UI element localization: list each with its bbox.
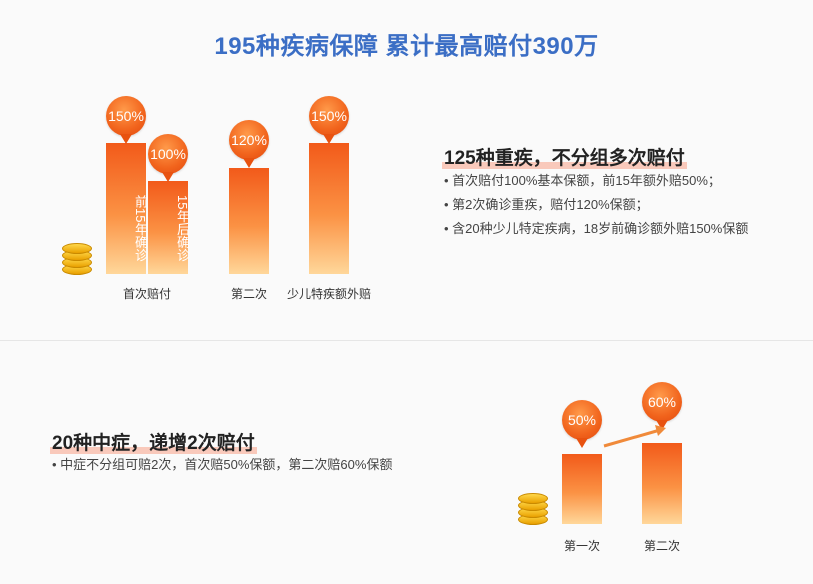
section-heading: 125种重疾，不分组多次赔付 <box>442 148 687 169</box>
percent-bubble: 60% <box>642 382 682 430</box>
bar-inner-text: 15年后确诊 <box>175 195 190 262</box>
list-item: 首次赔付100%基本保额，前15年额外赔50%； <box>444 169 748 193</box>
bullet-list: 中症不分组可赔2次，首次赔50%保额，第二次赔60%保额 <box>52 453 392 477</box>
page-title: 195种疾病保障 累计最高赔付390万 <box>214 33 599 60</box>
coin-stack-icon <box>62 240 92 275</box>
section-divider <box>0 340 813 341</box>
bar-moderate-first <box>562 454 602 524</box>
list-item: 中症不分组可赔2次，首次赔50%保额，第二次赔60%保额 <box>52 453 392 477</box>
section-heading: 20种中症，递增2次赔付 <box>50 433 257 454</box>
arrow-right-icon <box>603 425 666 448</box>
bar-label: 第一次 <box>563 539 600 553</box>
list-item: 含20种少儿特定疾病，18岁前确诊额外赔150%保额 <box>444 217 748 241</box>
bar-moderate-second <box>642 443 682 524</box>
coin-stack-icon <box>518 490 548 525</box>
list-item: 第2次确诊重疾，赔付120%保额； <box>444 193 748 217</box>
bar-first-claim-early: 前15年确诊 <box>106 143 148 274</box>
percent-bubble: 100% <box>148 134 188 182</box>
percent-bubble: 50% <box>562 400 602 448</box>
bullet-list: 首次赔付100%基本保额，前15年额外赔50%； 第2次确诊重疾，赔付120%保… <box>444 169 748 241</box>
percent-bubble: 150% <box>106 96 146 144</box>
bar-first-claim-late: 15年后确诊 <box>148 181 190 274</box>
bar-label: 首次赔付 <box>122 287 171 301</box>
bar-label: 第二次 <box>230 287 267 301</box>
percent-bubble: 150% <box>309 96 349 144</box>
bar-inner-text: 前15年确诊 <box>133 195 148 262</box>
bar-label: 第二次 <box>643 539 680 553</box>
bar-label: 少儿特疾额外赔 <box>286 287 371 301</box>
bar-second-claim <box>229 168 269 274</box>
bar-child-disease-extra <box>309 143 349 274</box>
percent-bubble: 120% <box>229 120 269 168</box>
